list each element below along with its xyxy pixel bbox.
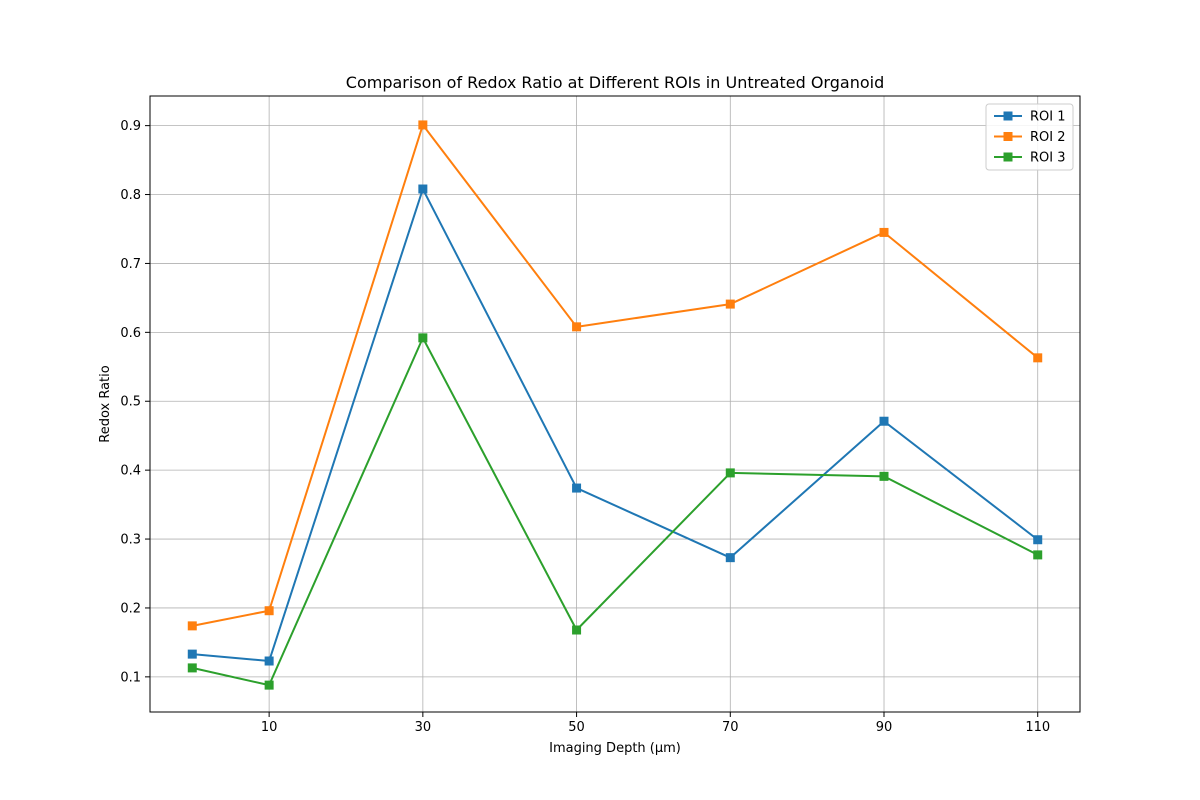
plot-area-frame xyxy=(149,95,1081,713)
y-axis-label: Redox Ratio xyxy=(98,365,113,443)
series-line xyxy=(192,336,1039,687)
y-tick-label: 0.1 xyxy=(120,670,141,685)
y-tick-label: 0.3 xyxy=(120,533,141,548)
data-point xyxy=(264,680,274,690)
data-point xyxy=(725,299,735,309)
series-line xyxy=(192,123,1039,627)
data-point xyxy=(879,416,889,426)
y-tick-label: 0.8 xyxy=(120,188,141,203)
data-point xyxy=(418,333,428,343)
x-axis-ticks: 10 30 50 70 90 110 xyxy=(261,712,1050,735)
x-tick-label: 50 xyxy=(568,720,585,735)
x-tick-label: 90 xyxy=(876,720,893,735)
data-point xyxy=(264,606,274,616)
data-point xyxy=(1033,353,1043,363)
legend-marker xyxy=(1003,111,1013,121)
legend-label: ROI 3 xyxy=(1030,151,1066,166)
y-tick-label: 0.7 xyxy=(120,257,141,272)
legend-item: ROI 1 xyxy=(994,110,1066,125)
series-2 xyxy=(187,120,1043,631)
x-axis-label: Imaging Depth (µm) xyxy=(549,741,681,756)
y-tick-label: 0.5 xyxy=(120,395,141,410)
data-point xyxy=(572,625,582,635)
series-3 xyxy=(187,333,1043,690)
legend-label: ROI 2 xyxy=(1030,130,1066,145)
chart-title: Comparison of Redox Ratio at Different R… xyxy=(346,73,884,92)
legend-label: ROI 1 xyxy=(1030,110,1066,125)
legend: ROI 1 ROI 2 ROI 3 xyxy=(985,103,1074,171)
y-tick-label: 0.9 xyxy=(120,119,141,134)
data-point xyxy=(187,621,197,631)
data-point xyxy=(1033,535,1043,545)
x-tick-label: 110 xyxy=(1025,720,1050,735)
data-point xyxy=(418,120,428,130)
legend-marker xyxy=(1003,132,1013,141)
series-layer xyxy=(187,120,1043,690)
y-tick-label: 0.6 xyxy=(120,326,141,341)
y-axis-ticks: 0.1 0.2 0.3 0.4 0.5 0.6 0.7 0.8 0.9 xyxy=(120,119,150,685)
data-point xyxy=(418,184,428,194)
data-point xyxy=(572,483,582,493)
x-tick-label: 10 xyxy=(261,720,278,735)
data-point xyxy=(187,663,197,673)
grid-lines xyxy=(150,96,1080,712)
data-point xyxy=(1033,550,1043,560)
data-point xyxy=(879,227,889,237)
data-point xyxy=(572,322,582,332)
legend-item: ROI 2 xyxy=(994,130,1066,145)
data-point xyxy=(725,468,735,478)
data-point xyxy=(725,553,735,563)
data-point xyxy=(187,649,197,659)
y-tick-label: 0.4 xyxy=(120,464,141,479)
legend-marker xyxy=(1003,152,1013,162)
y-tick-label: 0.2 xyxy=(120,601,141,616)
legend-item: ROI 3 xyxy=(994,151,1066,166)
x-tick-label: 70 xyxy=(722,720,739,735)
data-point xyxy=(879,471,889,481)
x-tick-label: 30 xyxy=(415,720,432,735)
series-1 xyxy=(187,184,1043,666)
data-point xyxy=(264,656,274,666)
